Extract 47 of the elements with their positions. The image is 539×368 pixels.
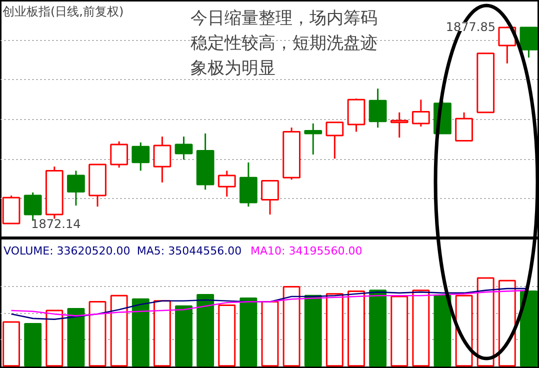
candlestick [218,170,236,198]
bar [46,310,64,367]
annotation: 稳定性较高，短期洗盘迹 [190,34,378,54]
candlestick [390,112,408,138]
annotation: 1877.85 [446,20,496,34]
bar [326,293,344,367]
text: MA5: 35044556.00 [136,244,242,258]
candlestick [261,180,279,216]
bar [476,277,494,367]
bar [88,300,106,367]
bar [67,308,85,367]
text: VOLUME: 33620520.00 [4,244,130,258]
annotation: 今日缩量整理，场内筹码 [190,8,378,28]
bar [218,304,236,367]
annotation: 1872.14 [31,217,81,231]
bar [434,294,452,367]
bar [2,321,20,367]
bar [304,294,322,367]
bar [520,290,538,367]
text: MA10: 34195560.00 [250,244,362,258]
bar [240,297,258,367]
bar [369,290,387,367]
bar [348,290,365,367]
candlestick [520,26,538,58]
bar [261,300,279,367]
bar [175,305,192,367]
bar [24,322,42,367]
candlestick [304,122,322,156]
bar [412,290,430,367]
candlestick [326,122,344,160]
candlestick [110,140,128,168]
bar [390,296,408,367]
chart-title: 创业板指(日线,前复权) [2,4,124,18]
bar [498,280,516,367]
candlestick [132,142,150,172]
bar [153,300,171,367]
candlestick [412,98,430,128]
candlestick [174,136,193,160]
bar [196,294,214,367]
candlestick [368,88,387,128]
candlestick [153,136,172,184]
bar [132,298,150,367]
candlestick [67,170,85,206]
bar [110,294,128,367]
annotation: 象极为明显 [190,58,276,78]
candlestick [455,112,473,142]
bar [282,286,300,367]
